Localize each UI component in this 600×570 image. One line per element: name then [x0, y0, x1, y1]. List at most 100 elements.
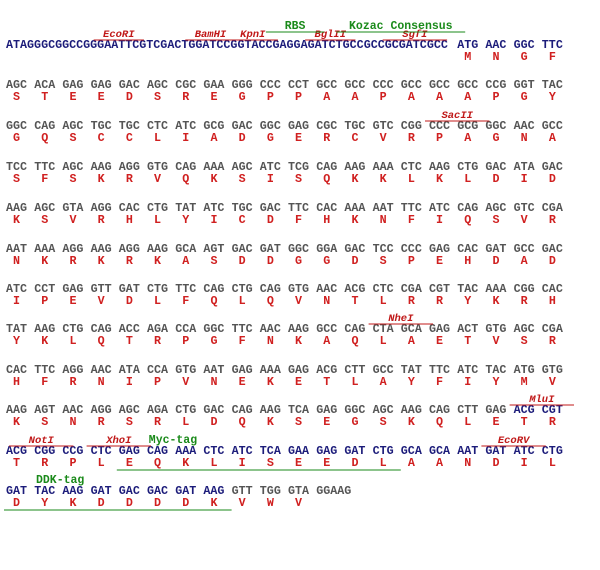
codon: AGG	[119, 160, 140, 174]
codon: CAG	[457, 201, 478, 215]
codon: GAT	[6, 484, 27, 498]
amino-acid: L	[239, 294, 246, 308]
amino-acid: L	[98, 456, 105, 470]
amino-acid: N	[13, 254, 20, 268]
amino-acid: K	[408, 415, 416, 429]
amino-acid: R	[69, 254, 76, 268]
amino-acid: N	[521, 131, 528, 145]
codon: GAG	[62, 78, 83, 92]
amino-acid: H	[13, 375, 20, 389]
codon: ATC	[175, 119, 196, 133]
codon: AGG	[62, 363, 83, 377]
codon: TCA	[288, 403, 310, 417]
codon: TTC	[175, 282, 196, 296]
codon: GAG	[288, 119, 309, 133]
feature-label: DDK-tag	[36, 474, 84, 487]
amino-acid: F	[295, 213, 302, 227]
amino-acid: F	[41, 172, 48, 186]
codon: ACG	[344, 282, 365, 296]
amino-acid: V	[380, 131, 387, 145]
codon: AAA	[203, 160, 225, 174]
amino-acid: K	[267, 415, 275, 429]
amino-acid: I	[521, 456, 528, 470]
codon: AGG	[62, 242, 83, 256]
amino-acid: L	[464, 415, 471, 429]
amino-acid: D	[492, 456, 499, 470]
amino-acid: S	[380, 254, 387, 268]
amino-acid: Y	[464, 294, 471, 308]
codon: GAG	[62, 282, 83, 296]
codon: GAC	[119, 78, 140, 92]
restriction-site: SacII	[441, 110, 473, 122]
amino-acid: H	[549, 294, 556, 308]
codon: AAA	[34, 242, 56, 256]
amino-acid: D	[239, 254, 246, 268]
amino-acid: L	[351, 375, 358, 389]
amino-acid: N	[69, 415, 76, 429]
codon: CTC	[401, 160, 422, 174]
amino-acid: K	[267, 375, 275, 389]
codon: GCA	[175, 242, 197, 256]
amino-acid: S	[295, 172, 302, 186]
amino-acid: V	[154, 172, 161, 186]
amino-acid: V	[295, 496, 302, 510]
codon: GGC	[260, 119, 281, 133]
codon: GCC	[344, 78, 365, 92]
codon: CCG	[62, 444, 83, 458]
codon: AAG	[429, 160, 450, 174]
amino-acid: K	[182, 456, 190, 470]
amino-acid: G	[210, 334, 217, 348]
codon: GAT	[260, 242, 281, 256]
codon: ACG	[316, 363, 337, 377]
amino-acid: Y	[549, 90, 556, 104]
codon: CTG	[373, 444, 394, 458]
amino-acid: S	[210, 254, 217, 268]
codon: GCG	[457, 119, 478, 133]
codon: CGA	[401, 282, 423, 296]
amino-acid: I	[126, 375, 133, 389]
amino-acid: F	[41, 375, 48, 389]
codon: GTA	[288, 484, 310, 498]
codon: CTG	[62, 322, 83, 336]
codon: CAG	[260, 282, 281, 296]
amino-acid: Y	[13, 334, 20, 348]
amino-acid: C	[98, 131, 105, 145]
codon: TAC	[457, 282, 478, 296]
amino-acid: T	[521, 415, 528, 429]
codon: TTC	[429, 363, 450, 377]
amino-acid: N	[464, 456, 471, 470]
amino-acid: Q	[154, 456, 161, 470]
codon: CGG	[514, 282, 535, 296]
codon: AGC	[6, 78, 27, 92]
codon: AGG	[91, 403, 112, 417]
amino-acid: D	[549, 172, 556, 186]
codon: GAG	[288, 363, 309, 377]
amino-acid: A	[380, 375, 388, 389]
codon: TAC	[542, 78, 563, 92]
amino-acid: R	[154, 415, 161, 429]
codon: GAT	[485, 444, 506, 458]
codon: GCC	[316, 322, 337, 336]
amino-acid: P	[492, 90, 499, 104]
codon: ATC	[260, 160, 281, 174]
amino-acid: E	[323, 456, 330, 470]
codon: GCC	[401, 78, 422, 92]
codon: ATC	[203, 201, 224, 215]
codon: GGC	[514, 38, 535, 52]
amino-acid: D	[351, 254, 358, 268]
codon: CCC	[429, 119, 450, 133]
amino-acid: T	[323, 375, 330, 389]
amino-acid: R	[408, 294, 415, 308]
amino-acid: D	[351, 456, 358, 470]
amino-acid: T	[351, 294, 358, 308]
amino-acid: T	[464, 334, 471, 348]
amino-acid: K	[295, 334, 303, 348]
amino-acid: M	[464, 50, 471, 64]
codon: ATA	[514, 160, 536, 174]
amino-acid: S	[380, 415, 387, 429]
amino-acid: S	[154, 90, 161, 104]
amino-acid: D	[492, 254, 499, 268]
amino-acid: K	[98, 254, 106, 268]
amino-acid: K	[380, 172, 388, 186]
